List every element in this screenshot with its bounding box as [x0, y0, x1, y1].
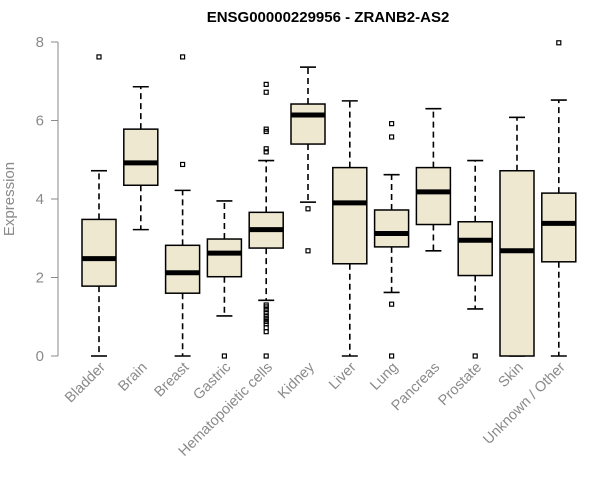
outlier-point [180, 161, 186, 168]
box-group [332, 100, 368, 357]
outlier-point [263, 302, 269, 308]
box-group [457, 159, 493, 359]
boxes-group [81, 40, 577, 359]
chart-title: ENSG00000229956 - ZRANB2-AS2 [207, 9, 450, 26]
y-tick-label: 0 [36, 348, 44, 365]
x-category-label: Kidney [275, 359, 318, 402]
box-iqr [457, 221, 493, 277]
box-iqr [206, 238, 243, 278]
y-axis-label: Expression [1, 162, 18, 236]
outlier-point [263, 89, 269, 95]
box-iqr [81, 218, 117, 287]
outlier-point [389, 301, 395, 307]
outlier-point [556, 40, 562, 46]
outlier-point [263, 307, 269, 313]
y-tick-label: 6 [36, 113, 44, 130]
outlier-point [472, 353, 478, 359]
outlier-point [263, 310, 269, 316]
outlier-point [263, 313, 269, 319]
box-iqr [541, 192, 577, 263]
y-tick-label: 8 [36, 34, 44, 51]
box-group [415, 107, 452, 252]
outlier-point [263, 126, 269, 132]
box-iqr [499, 169, 535, 357]
x-category-label: Bladder [62, 359, 109, 406]
box-group [499, 116, 535, 357]
box-group [164, 54, 201, 357]
y-tick-label: 4 [36, 191, 44, 208]
outlier-point [389, 353, 395, 359]
outlier-point [263, 353, 269, 359]
x-category-label: Brain [115, 360, 150, 395]
x-category-label: Breast [151, 360, 192, 401]
outlier-point [96, 54, 102, 60]
box-iqr [415, 166, 452, 226]
y-axis-ticks: 0 2 4 6 8 [36, 34, 58, 365]
x-category-label: Skin [496, 360, 527, 391]
box-group [123, 85, 159, 231]
outlier-point [305, 206, 311, 212]
box-group [248, 81, 284, 359]
outlier-point [389, 121, 395, 127]
box-group [541, 40, 577, 357]
outlier-point [263, 318, 269, 325]
outlier-point [263, 316, 269, 322]
outlier-point [263, 81, 269, 87]
x-category-label: Liver [326, 359, 360, 393]
outlier-point [263, 146, 269, 152]
box-iqr [373, 209, 410, 248]
outlier-point [221, 353, 227, 359]
box-iqr [290, 103, 326, 145]
box-iqr [123, 128, 159, 187]
y-tick-label: 2 [36, 270, 44, 287]
box-group [290, 66, 326, 254]
box-iqr [164, 244, 201, 294]
outlier-point [389, 134, 395, 140]
x-category-label: Prostate [436, 360, 485, 409]
outlier-point [180, 54, 186, 60]
outlier-point [263, 149, 269, 155]
outlier-point [305, 248, 311, 254]
x-category-label: Lung [367, 360, 401, 394]
box-group [373, 121, 410, 359]
box-group [81, 54, 117, 357]
box-iqr [332, 166, 368, 265]
box-group [206, 200, 243, 359]
